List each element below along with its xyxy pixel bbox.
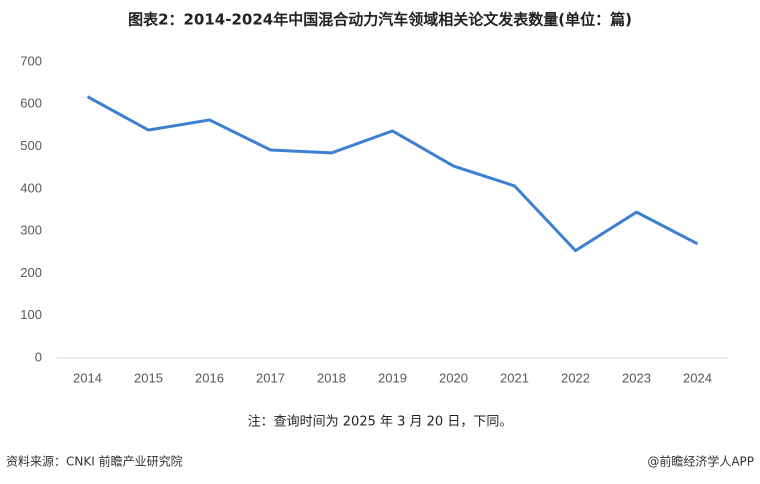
y-tick-label: 400 xyxy=(20,180,42,195)
x-tick-label: 2019 xyxy=(378,370,407,385)
x-tick-label: 2014 xyxy=(73,370,102,385)
credit: @前瞻经济学人APP xyxy=(647,454,754,469)
chart-title: 图表2：2014-2024年中国混合动力汽车领域相关论文发表数量(单位：篇) xyxy=(128,11,632,29)
y-tick-label: 500 xyxy=(20,138,42,153)
x-tick-label: 2020 xyxy=(439,370,468,385)
x-tick-label: 2018 xyxy=(317,370,346,385)
line xyxy=(86,95,699,253)
note: 注：查询时间为 2025 年 3 月 20 日，下同。 xyxy=(248,415,513,430)
y-tick-label: 0 xyxy=(35,349,42,364)
x-tick-label: 2021 xyxy=(500,370,529,385)
x-tick-label: 2016 xyxy=(195,370,224,385)
y-tick-label: 600 xyxy=(20,96,42,111)
y-tick-label: 100 xyxy=(20,307,42,322)
x-tick-label: 2022 xyxy=(561,370,590,385)
y-tick-label: 200 xyxy=(20,265,42,280)
x-tick-label: 2023 xyxy=(622,370,651,385)
x-tick-label: 2024 xyxy=(683,370,712,385)
x-tick-label: 2015 xyxy=(134,370,163,385)
x-tick-label: 2017 xyxy=(256,370,285,385)
y-tick-label: 700 xyxy=(20,53,42,68)
source: 资料来源：CNKI 前瞻产业研究院 xyxy=(6,454,183,469)
y-tick-label: 300 xyxy=(20,223,42,238)
